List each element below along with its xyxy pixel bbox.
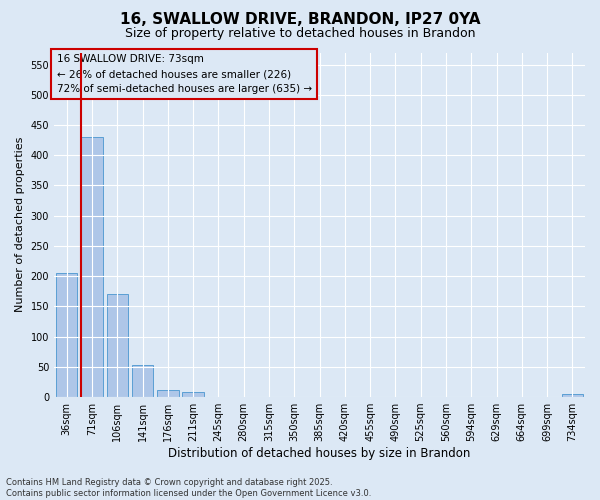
Bar xyxy=(182,392,204,397)
Bar xyxy=(132,365,153,397)
Bar xyxy=(157,390,179,397)
Y-axis label: Number of detached properties: Number of detached properties xyxy=(15,137,25,312)
Text: Contains HM Land Registry data © Crown copyright and database right 2025.
Contai: Contains HM Land Registry data © Crown c… xyxy=(6,478,371,498)
X-axis label: Distribution of detached houses by size in Brandon: Distribution of detached houses by size … xyxy=(169,447,471,460)
Bar xyxy=(56,273,77,397)
Bar xyxy=(107,294,128,397)
Text: 16, SWALLOW DRIVE, BRANDON, IP27 0YA: 16, SWALLOW DRIVE, BRANDON, IP27 0YA xyxy=(120,12,480,28)
Text: Size of property relative to detached houses in Brandon: Size of property relative to detached ho… xyxy=(125,28,475,40)
Bar xyxy=(562,394,583,397)
Text: 16 SWALLOW DRIVE: 73sqm
← 26% of detached houses are smaller (226)
72% of semi-d: 16 SWALLOW DRIVE: 73sqm ← 26% of detache… xyxy=(56,54,312,94)
Bar xyxy=(81,137,103,397)
